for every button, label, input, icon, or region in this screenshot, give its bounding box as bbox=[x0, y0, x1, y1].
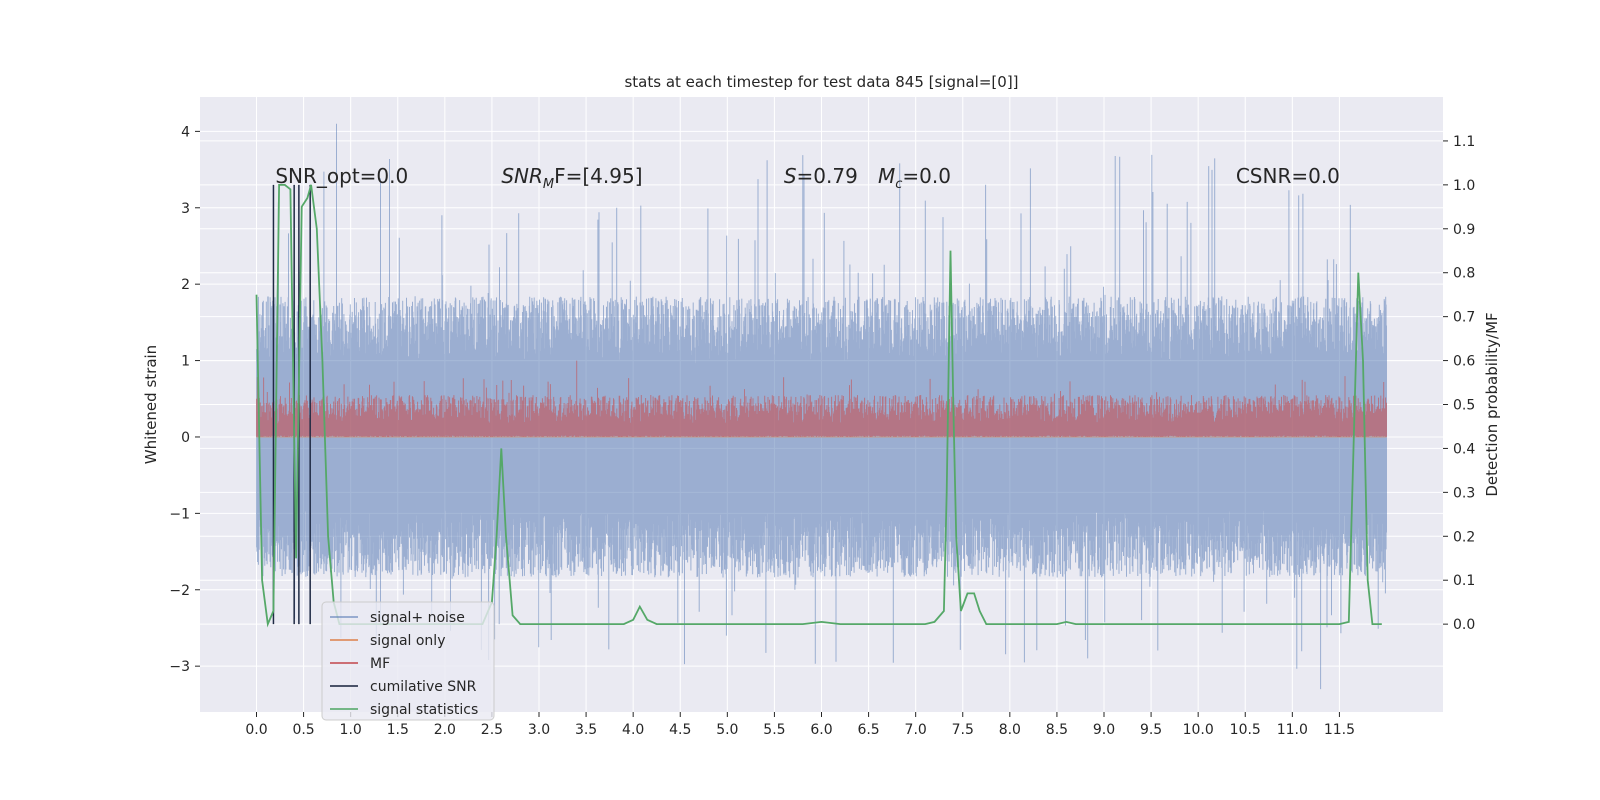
y-tick-label-right: 0.2 bbox=[1453, 529, 1475, 545]
x-tick-label: 10.5 bbox=[1230, 722, 1261, 738]
y-axis-label-left: Whitened strain bbox=[142, 345, 160, 464]
annotation: SNR_opt=0.0 bbox=[275, 164, 408, 188]
y-axis-label-right: Detection probability/MF bbox=[1483, 312, 1501, 496]
x-tick-label: 7.0 bbox=[905, 722, 927, 738]
y-tick-label-right: 0.1 bbox=[1453, 573, 1475, 589]
series-layer bbox=[255, 123, 1387, 690]
chart-title: stats at each timestep for test data 845… bbox=[624, 73, 1018, 91]
legend-label: signal statistics bbox=[370, 702, 478, 718]
x-tick-label: 5.5 bbox=[763, 722, 785, 738]
x-tick-label: 9.5 bbox=[1140, 722, 1162, 738]
annotation: SNRMF=[4.95] bbox=[501, 164, 642, 192]
annotations: SNR_opt=0.0 SNRMF=[4.95] S=0.79 Mc=0.0 CSNR=… bbox=[275, 164, 1340, 192]
x-tick-label: 11.0 bbox=[1277, 722, 1308, 738]
y-tick-label-right: 0.8 bbox=[1453, 266, 1475, 282]
y-tick-label-right: 0.4 bbox=[1453, 441, 1475, 457]
y-tick-label-right: 0.6 bbox=[1453, 354, 1475, 370]
x-tick-label: 10.0 bbox=[1183, 722, 1214, 738]
series-mf bbox=[256, 360, 1387, 437]
y-tick-label-left: 2 bbox=[181, 277, 190, 293]
legend: signal+ noise signal only MF cumilative SNR… bbox=[321, 601, 495, 721]
mf-trace bbox=[256, 360, 1387, 437]
x-tick-label: 9.0 bbox=[1093, 722, 1115, 738]
x-tick-label: 3.5 bbox=[575, 722, 597, 738]
axes: 0.0 0.5 1.0 1.5 2.0 2.5 3.0 3.5 4.0 4.5 5.0 5.5 6.0 6… bbox=[169, 124, 1475, 738]
x-tick-label: 1.0 bbox=[340, 722, 362, 738]
x-tick-label: 6.0 bbox=[810, 722, 832, 738]
x-tick-label: 0.5 bbox=[292, 722, 314, 738]
x-tick-label: 1.5 bbox=[387, 722, 409, 738]
x-tick-label: 2.0 bbox=[434, 722, 456, 738]
annotation: CSNR=0.0 bbox=[1236, 164, 1340, 188]
y-tick-label-left: −1 bbox=[169, 506, 190, 522]
y-tick-label-left: −2 bbox=[169, 583, 190, 599]
x-tick-label: 2.5 bbox=[481, 722, 503, 738]
x-tick-label: 0.0 bbox=[245, 722, 267, 738]
legend-label: MF bbox=[370, 656, 390, 672]
x-tick-label: 6.5 bbox=[857, 722, 879, 738]
series-signal-statistics bbox=[255, 183, 1382, 628]
y-tick-label-right: 1.0 bbox=[1453, 178, 1475, 194]
x-tick-label: 7.5 bbox=[952, 722, 974, 738]
legend-label: signal+ noise bbox=[370, 610, 465, 626]
x-tick-label: 5.0 bbox=[716, 722, 738, 738]
y-tick-label-right: 0.7 bbox=[1453, 310, 1475, 326]
y-tick-label-right: 0.0 bbox=[1453, 617, 1475, 633]
x-tick-label: 8.0 bbox=[999, 722, 1021, 738]
y-tick-label-left: 4 bbox=[181, 124, 190, 140]
x-tick-label: 11.5 bbox=[1324, 722, 1355, 738]
y-tick-label-right: 0.3 bbox=[1453, 485, 1475, 501]
y-tick-label-left: 0 bbox=[181, 430, 190, 446]
y-tick-label-left: 1 bbox=[181, 354, 190, 370]
annotation: S=0.79 bbox=[784, 164, 858, 188]
legend-label: signal only bbox=[370, 633, 445, 649]
y-tick-label-right: 0.9 bbox=[1453, 222, 1475, 238]
legend-box bbox=[321, 601, 495, 721]
y-tick-label-right: 0.5 bbox=[1453, 398, 1475, 414]
x-tick-label: 3.0 bbox=[528, 722, 550, 738]
y-tick-label-left: −3 bbox=[169, 659, 190, 675]
x-tick-label: 4.5 bbox=[669, 722, 691, 738]
y-tick-label-left: 3 bbox=[181, 201, 190, 217]
x-tick-label: 4.0 bbox=[622, 722, 644, 738]
y-tick-label-right: 1.1 bbox=[1453, 134, 1475, 150]
legend-label: cumilative SNR bbox=[370, 679, 477, 695]
annotation: Mc=0.0 bbox=[878, 164, 951, 192]
x-tick-label: 8.5 bbox=[1046, 722, 1068, 738]
